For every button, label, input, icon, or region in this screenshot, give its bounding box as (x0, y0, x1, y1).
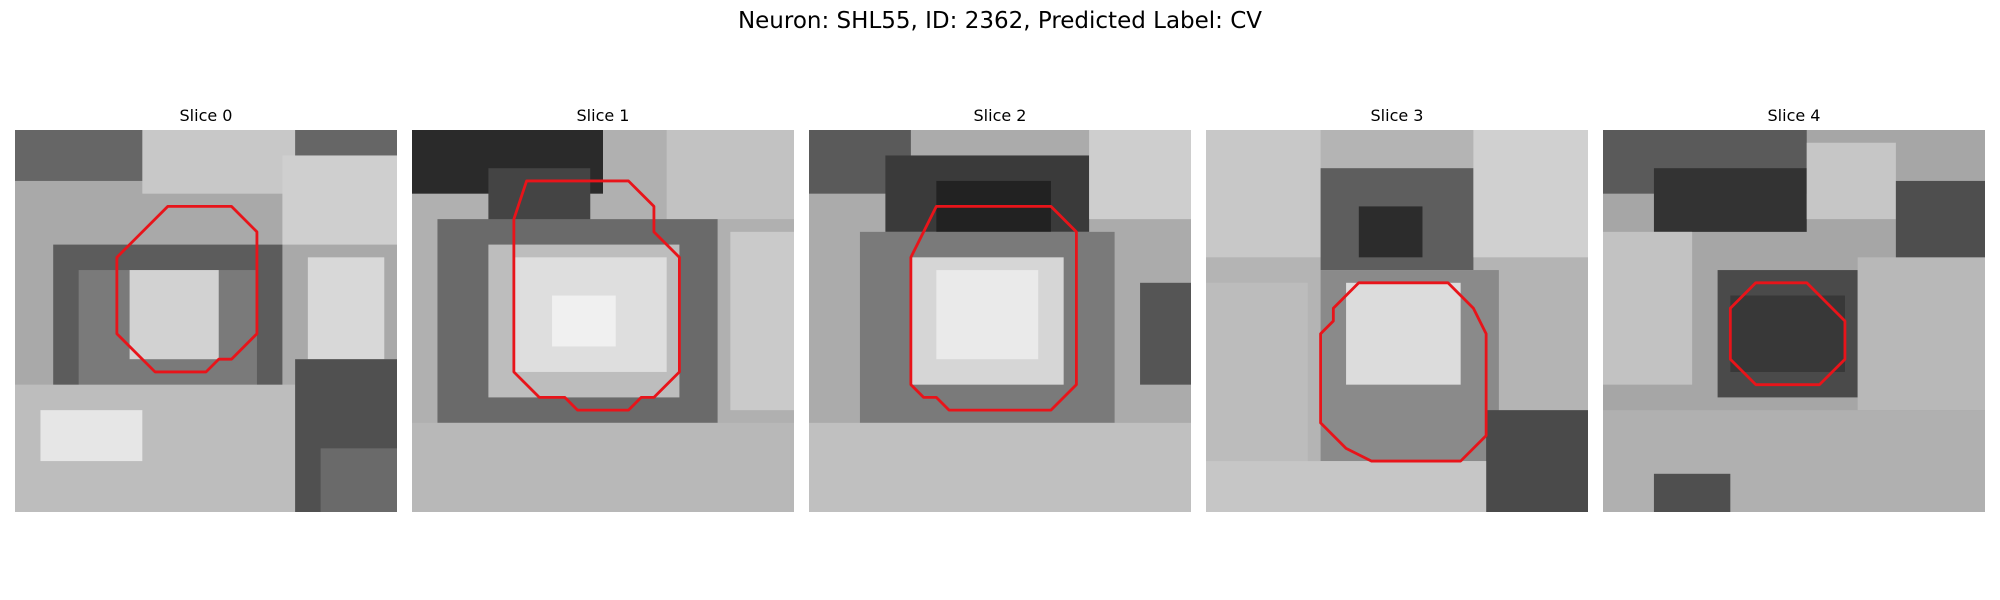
figure-title: Neuron: SHL55, ID: 2362, Predicted Label… (737, 8, 1263, 34)
slice-title-2: Slice 2 (973, 106, 1027, 125)
slice-image-3 (1206, 130, 1588, 512)
slice-image-4 (1603, 130, 1985, 512)
slice-title-1: Slice 1 (576, 106, 630, 125)
slice-panel-2: Slice 2 (809, 106, 1191, 512)
slice-title-0: Slice 0 (179, 106, 233, 125)
slice-title-4: Slice 4 (1767, 106, 1821, 125)
slice-image-0 (15, 130, 397, 512)
slice-image-2 (809, 130, 1191, 512)
slice-title-3: Slice 3 (1370, 106, 1424, 125)
slice-panel-3: Slice 3 (1206, 106, 1588, 512)
slice-panel-0: Slice 0 (15, 106, 397, 512)
slice-panel-1: Slice 1 (412, 106, 794, 512)
slice-panel-4: Slice 4 (1603, 106, 1985, 512)
slice-image-1 (412, 130, 794, 512)
